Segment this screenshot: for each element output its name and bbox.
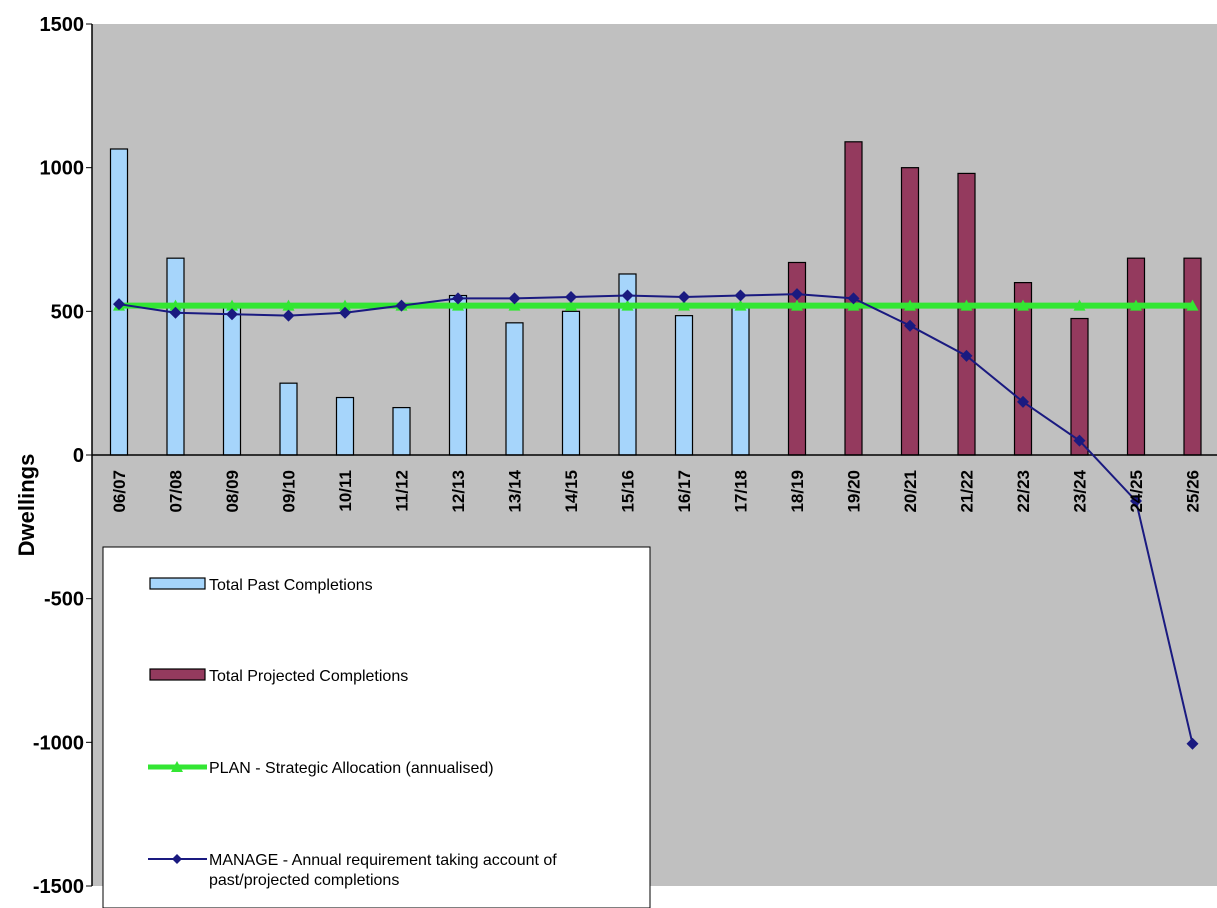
- x-tick-label: 18/19: [788, 470, 807, 513]
- x-tick-label: 19/20: [845, 470, 864, 513]
- y-tick-label: -1500: [33, 876, 84, 898]
- legend-label: PLAN - Strategic Allocation (annualised): [209, 760, 494, 777]
- legend-marker: [172, 854, 182, 864]
- plan-point: [452, 299, 464, 311]
- plan-point: [1186, 299, 1199, 311]
- x-tick-label: 06/07: [110, 470, 129, 513]
- manage-point: [226, 308, 238, 321]
- projected-completion-bar: [957, 172, 976, 456]
- y-tick-label: 1500: [40, 14, 85, 36]
- y-tick-label: 1000: [40, 158, 85, 180]
- x-tick-label: 25/26: [1184, 470, 1203, 513]
- manage-point: [113, 298, 125, 311]
- plan-point: [282, 299, 295, 311]
- legend: Total Past Completions Total Projected Co…: [102, 546, 651, 908]
- projected-completion-bar: [1183, 257, 1202, 456]
- manage-line: [118, 293, 1194, 744]
- past-completion-bar: [674, 315, 694, 456]
- y-axis-title: Dwellings: [14, 454, 39, 557]
- x-tick-label: 16/17: [675, 470, 694, 513]
- plan-point: [847, 299, 860, 311]
- manage-point: [678, 290, 690, 303]
- plan-point: [565, 299, 577, 311]
- x-tick-label: 14/15: [562, 470, 581, 513]
- manage-point: [904, 319, 916, 332]
- plan-point: [1017, 299, 1029, 311]
- legend-label: Total Past Completions: [209, 577, 373, 594]
- y-tick-label: -500: [44, 589, 84, 611]
- manage-point: [1017, 395, 1029, 408]
- past-completion-bar: [561, 310, 581, 456]
- x-tick-label: 13/14: [506, 469, 525, 512]
- y-tick-label: -1000: [33, 732, 84, 754]
- legend-label: Total Projected Completions: [209, 668, 408, 685]
- x-tick-label: 20/21: [901, 470, 920, 513]
- manage-point: [734, 289, 747, 302]
- lines-layer: [113, 288, 1199, 750]
- x-tick-label: 10/11: [336, 470, 355, 512]
- plan-point: [791, 299, 803, 311]
- plan-point: [169, 299, 182, 311]
- manage-point: [960, 349, 973, 362]
- y-axis: 1500 1000 500 0 -500 -1000 -1500: [33, 14, 93, 898]
- manage-point: [791, 288, 803, 301]
- plan-point: [226, 299, 238, 311]
- plan-point: [508, 299, 521, 311]
- past-completion-bar: [166, 257, 185, 456]
- x-tick-label: 08/09: [223, 470, 242, 513]
- manage-point: [452, 292, 464, 305]
- legend-box: [102, 546, 651, 908]
- y-tick-label: 500: [51, 301, 84, 323]
- manage-point: [339, 306, 351, 319]
- manage-point: [282, 309, 295, 322]
- x-axis: 06/07 07/08 08/09 09/10 10/11 11/12 12/13 13/14…: [110, 469, 1203, 512]
- x-tick-label: 22/23: [1014, 470, 1033, 513]
- legend-label: MANAGE - Annual requirement taking accou…: [209, 852, 557, 889]
- past-completion-bar: [448, 294, 468, 456]
- x-tick-label: 09/10: [280, 470, 299, 513]
- plan-point: [734, 299, 747, 311]
- legend-marker: [171, 761, 183, 772]
- past-completion-bar: [335, 396, 355, 456]
- manage-point: [508, 292, 521, 305]
- plan-point: [960, 299, 973, 311]
- plan-point: [904, 299, 916, 311]
- manage-point: [395, 299, 408, 312]
- plan-point: [621, 299, 634, 311]
- manage-point: [565, 290, 577, 303]
- past-completion-bar: [392, 406, 411, 456]
- manage-point: [169, 306, 182, 319]
- past-completion-bar: [279, 382, 298, 456]
- x-tick-label: 23/24: [1071, 469, 1090, 512]
- manage-point: [1130, 494, 1142, 507]
- past-completion-bar: [222, 306, 242, 456]
- manage-point: [1073, 434, 1086, 447]
- y-tick-label: 0: [73, 445, 84, 467]
- x-tick-label: 07/08: [167, 470, 186, 513]
- x-tick-label: 11/12: [393, 470, 412, 512]
- projected-completion-bar: [1070, 317, 1089, 456]
- x-tick-label: 12/13: [449, 470, 468, 513]
- manage-point: [1186, 737, 1199, 750]
- manage-point: [847, 292, 860, 305]
- legend-swatch: [149, 668, 206, 681]
- plan-point: [678, 299, 690, 311]
- past-completion-bar: [731, 306, 750, 456]
- projected-completion-bar: [900, 167, 920, 456]
- x-tick-label: 15/16: [619, 470, 638, 513]
- legend-items: Total Past Completions Total Projected Co…: [148, 577, 557, 889]
- manage-point: [621, 289, 634, 302]
- x-tick-label: 24/25: [1127, 470, 1146, 513]
- plan-point: [339, 299, 351, 311]
- x-tick-label: 17/18: [732, 470, 751, 513]
- past-completion-bar: [505, 322, 524, 456]
- legend-swatch: [149, 577, 206, 590]
- plan-point: [1130, 299, 1142, 311]
- projected-completion-bar: [1126, 257, 1146, 456]
- x-tick-label: 21/22: [958, 470, 977, 513]
- plan-point: [1073, 299, 1086, 311]
